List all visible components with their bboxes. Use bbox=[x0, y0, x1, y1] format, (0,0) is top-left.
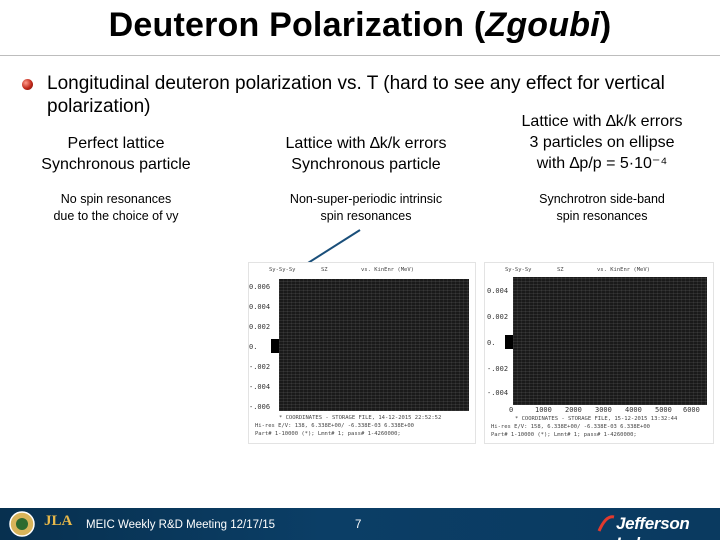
bullet-icon bbox=[22, 79, 33, 90]
plot-left-ytick: -.006 bbox=[249, 403, 271, 411]
plot-left-scatter bbox=[279, 279, 469, 411]
column-2-note-line2: spin resonances bbox=[320, 209, 412, 223]
plot-right-xtick: 0 bbox=[509, 406, 514, 414]
footer-bar bbox=[0, 508, 720, 540]
plot-right-zero-marker bbox=[505, 335, 513, 349]
bullet-text: Longitudinal deuteron polarization vs. T… bbox=[47, 73, 665, 117]
plot-right-header-right: vs. KinEnr (MeV) bbox=[597, 267, 650, 273]
column-1-heading: Perfect lattice Synchronous particle bbox=[40, 133, 192, 175]
plot-right-scatter bbox=[513, 277, 707, 405]
plot-right-panel: Sy-Sy-Sy SZ vs. KinEnr (MeV) 0.004 0.002… bbox=[484, 262, 714, 444]
page-number: 7 bbox=[355, 519, 362, 531]
column-3-note-line2: spin resonances bbox=[556, 209, 648, 223]
column-2-head-line1: Lattice with ∆k/k errors bbox=[285, 135, 447, 152]
column-3-head-line2: 3 particles on ellipse bbox=[529, 134, 675, 151]
plot-right-footer-line3: Part# 1-10000 (*); Lmnt# 1; pass# 1-4260… bbox=[491, 432, 637, 438]
column-3-heading: Lattice with ∆k/k errors 3 particles on … bbox=[500, 111, 704, 174]
plot-left-header-mid: SZ bbox=[321, 267, 328, 273]
plot-left-header-right: vs. KinEnr (MeV) bbox=[361, 267, 414, 273]
column-2-head-line2: Synchronous particle bbox=[291, 156, 441, 173]
column-1-note-line2: due to the choice of νy bbox=[53, 209, 179, 223]
plot-left-footer-line1: * COORDINATES - STORAGE FILE, 14-12-2015… bbox=[279, 415, 442, 421]
plot-right-xtick: 2000 bbox=[565, 406, 582, 414]
plot-left-footer-line2: Hi-res E/V: 138, 6.338E+00/ -6.338E-03 6… bbox=[255, 423, 414, 429]
jla-logo: JLA bbox=[44, 513, 73, 529]
column-2-heading: Lattice with ∆k/k errors Synchronous par… bbox=[256, 133, 476, 175]
plot-left-footer-line3: Part# 1-10000 (*); Lmnt# 1; pass# 1-4260… bbox=[255, 431, 401, 437]
footer-brand: Jefferson Lab bbox=[616, 514, 690, 553]
plot-left-header-left: Sy-Sy-Sy bbox=[269, 267, 296, 273]
column-1-note: No spin resonances due to the choice of … bbox=[40, 191, 192, 225]
plot-right-ytick: 0. bbox=[487, 339, 496, 347]
plot-right-footer-line1: * COORDINATES - STORAGE FILE, 15-12-2015… bbox=[515, 416, 678, 422]
title-divider bbox=[0, 55, 720, 56]
jefferson-lab-swoosh-icon bbox=[597, 515, 615, 532]
plot-right-ytick: 0.004 bbox=[487, 287, 509, 295]
plot-right-ytick: -.002 bbox=[487, 365, 509, 373]
column-1-head-line2: Synchronous particle bbox=[41, 156, 191, 173]
column-1-head-line1: Perfect lattice bbox=[67, 135, 165, 152]
title-end: ) bbox=[599, 6, 612, 44]
plot-left-ytick: 0. bbox=[249, 343, 258, 351]
plot-left-ytick: -.002 bbox=[249, 363, 271, 371]
slide-title: Deuteron Polarization (Zgoubi) bbox=[0, 6, 720, 45]
column-3-note-line1: Synchrotron side-band bbox=[539, 192, 665, 206]
plot-right-xtick: 4000 bbox=[625, 406, 642, 414]
plot-right-ytick: 0.002 bbox=[487, 313, 509, 321]
plot-left-ytick: 0.004 bbox=[249, 303, 271, 311]
title-main: Deuteron Polarization ( bbox=[108, 6, 486, 44]
column-3-head-line3: with ∆p/p = 5·10⁻⁴ bbox=[536, 155, 668, 172]
plot-right-xtick: 1000 bbox=[535, 406, 552, 414]
column-3-head-line1: Lattice with ∆k/k errors bbox=[521, 113, 683, 130]
column-2-note: Non-super-periodic intrinsic spin resona… bbox=[256, 191, 476, 225]
plot-right-header-mid: SZ bbox=[557, 267, 564, 273]
plot-right-xtick: 5000 bbox=[655, 406, 672, 414]
plot-left-zero-marker bbox=[271, 339, 279, 353]
title-italic: Zgoubi bbox=[485, 6, 600, 44]
plot-left-ytick: -.004 bbox=[249, 383, 271, 391]
column-3-note: Synchrotron side-band spin resonances bbox=[500, 191, 704, 225]
column-2-note-line1: Non-super-periodic intrinsic bbox=[289, 192, 443, 206]
plot-right-xtick: 6000 bbox=[683, 406, 700, 414]
plot-right-footer-line2: Hi-res E/V: 158, 6.338E+00/ -6.338E-03 6… bbox=[491, 424, 650, 430]
plot-left-ytick: 0.006 bbox=[249, 283, 271, 291]
plot-left-ytick: 0.002 bbox=[249, 323, 271, 331]
footer-meeting-text: MEIC Weekly R&D Meeting 12/17/15 bbox=[86, 519, 275, 531]
plot-left-panel: Sy-Sy-Sy SZ vs. KinEnr (MeV) 0.006 0.004… bbox=[248, 262, 476, 444]
doe-seal-icon bbox=[9, 511, 35, 537]
column-1-note-line1: No spin resonances bbox=[60, 192, 172, 206]
plot-right-header-left: Sy-Sy-Sy bbox=[505, 267, 532, 273]
plot-right-ytick: -.004 bbox=[487, 389, 509, 397]
plot-right-xtick: 3000 bbox=[595, 406, 612, 414]
